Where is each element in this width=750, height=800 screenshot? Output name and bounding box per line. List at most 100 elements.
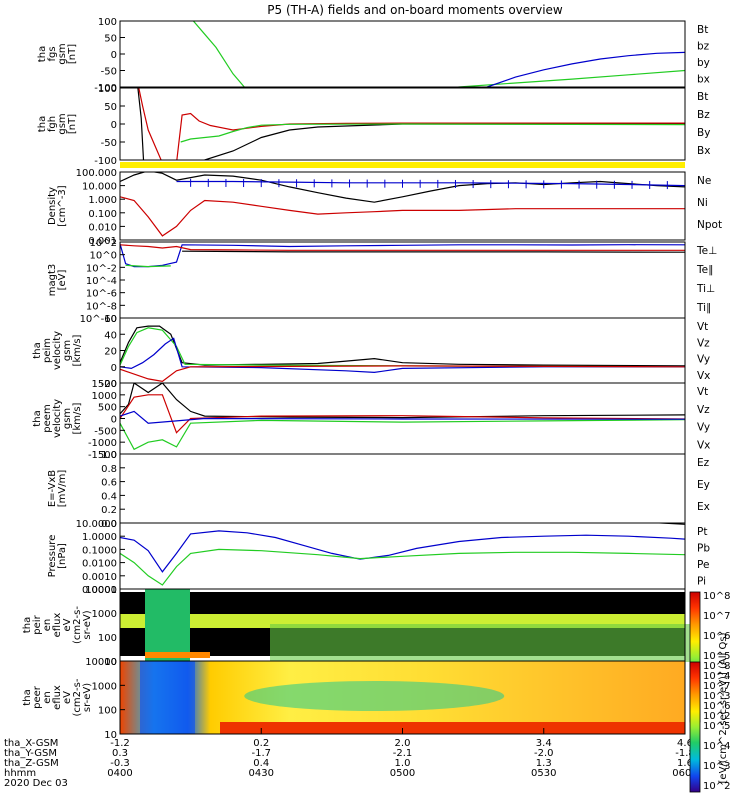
legend-Vx: Vx [697,439,710,451]
date-label: 2020 Dec 03 [4,778,68,789]
ylabel-line: (cm2-s- [72,678,83,716]
row-label: tha_Z-GSM [4,758,59,769]
ytick-label: 10^-4 [86,276,117,287]
ytick-label: -1000 [88,438,117,449]
ylabel-line: [km/s] [72,402,83,434]
legend-Vy: Vy [697,354,710,366]
spectrogram-sheath-region [145,589,190,661]
ytick-label: 1.000 [88,195,117,206]
xtick-label: 0530 [531,768,556,779]
ytick-label: 10 [104,730,117,741]
ytick-label: 10^-10 [80,314,117,325]
ytick-label: 1.0000 [82,532,117,543]
colorbar-tick-label: 10^5 [703,651,730,662]
series-fgs-by [192,21,685,87]
legend-Te⊥: Te⊥ [696,245,717,257]
legend-bz: bz [697,41,710,53]
ytick-label: 10000 [85,585,117,596]
ytick-label: 0.2 [101,505,117,516]
ytick-label: 100 [98,706,117,717]
legend-Pb: Pb [697,543,710,555]
xtick-label: -1.2 [110,738,130,749]
ylabel-line: gsm [57,113,68,134]
legend-Bt: Bt [697,91,708,103]
ylabel-line: [km/s] [72,334,83,366]
ytick-label: -100 [94,83,117,94]
ytick-label: 10^2 [90,238,117,249]
ytick-label: 60 [104,314,117,325]
colorbar-tick-label: 10^8 [703,661,730,672]
ytick-label: 50 [104,34,117,45]
legend-Vx: Vx [697,370,710,382]
legend-Ex: Ex [697,501,710,513]
ytick-label: 0 [111,415,117,426]
colorbar: 10^8 10^8 10^7 10^7 10^6 10^6 10^5 10^5 10^4 10^4… [689,591,730,793]
panel-efield: 1.0 0.8 0.6 0.4 0.2 0.0 E=-VxB [mV/m] Ez Ey Ex [47,450,710,530]
panel-peir: 10000 1000 100 10 tha peir en eflux eV (cm2-s-sr-… [22,585,690,668]
xtick-label: -2.0 [534,748,554,759]
ytick-label: 10 [104,657,117,668]
ylabel-line: peem [42,404,53,432]
plot-area [120,318,685,383]
ytick-label: 0.6 [101,478,117,489]
ytick-label: 40 [104,330,117,341]
ytick-label: -500 [94,426,117,437]
ytick-label: 1000 [92,609,117,620]
plot-area [120,454,685,523]
ytick-label: 10.0000 [76,519,117,530]
series-temp-Te [120,244,685,251]
ylabel-line: tha [37,46,48,62]
ylabel-line: magt3 [47,264,58,297]
ylabel-line: fgs [47,46,58,61]
legend-Pt: Pt [697,526,707,538]
ytick-label: 1500 [92,379,117,390]
series-fgs-bx [485,51,685,87]
legend-By: By [697,127,710,139]
ylabel-line: peir [32,614,43,634]
colorbar-tick-label: 10^8 [703,591,730,602]
legend-Ti⊥: Ti⊥ [696,283,715,295]
legend-Pi: Pi [697,576,706,588]
row-label: tha_Y-GSM [4,748,57,759]
ytick-label: 10000 [85,657,117,668]
ylabel-line: [eV] [57,270,68,291]
ytick-label: 50 [104,102,117,113]
ylabel-line: [nT] [67,44,78,64]
ylabel-line: eflux [52,613,63,638]
series-pressure-Pe [120,548,685,586]
ylabel-line: sr-eV) [82,610,93,639]
series-pressure-Pi [120,530,685,573]
ytick-label: 1000 [92,681,117,692]
ylabel-line: [nT] [67,114,78,134]
legend-Bt: Bt [697,24,708,36]
series-peem-Vy [120,419,685,451]
ytick-label: 500 [98,403,117,414]
legend-Vz: Vz [697,404,710,416]
series-fgh-Bz [138,88,685,160]
xtick-label: 3.4 [536,738,552,749]
ylabel-line: gsm [62,340,73,361]
spectrogram-lowE-strip [145,652,210,658]
ylabel-line: eV [62,618,73,631]
xtick-label: 0.4 [253,758,269,769]
ytick-label: 0 [111,50,117,61]
ylabel-line: (cm2-s- [72,606,83,644]
ylabel-line: [nPa] [57,543,68,569]
ytick-label: 10^-6 [86,289,117,300]
ylabel-line: peer [32,685,43,709]
legend-Bx: Bx [697,145,710,157]
ytick-label: 0.0001 [82,585,117,596]
xtick-label: 0.2 [253,738,269,749]
ytick-label: 10^0 [90,251,117,262]
ylabel-line: gsm [57,43,68,64]
ytick-label: 0.8 [101,464,117,475]
legend-Vy: Vy [697,422,710,434]
quality-flag-bar [120,162,685,168]
ylabel-line: tha [37,116,48,132]
ylabel-line: Pressure [47,535,58,578]
colorbar-tick-label: 10^3 [703,691,730,702]
ytick-label: 1.0 [101,450,117,461]
ytick-label: 0.001 [88,236,117,247]
xtick-label: 2.0 [395,738,411,749]
